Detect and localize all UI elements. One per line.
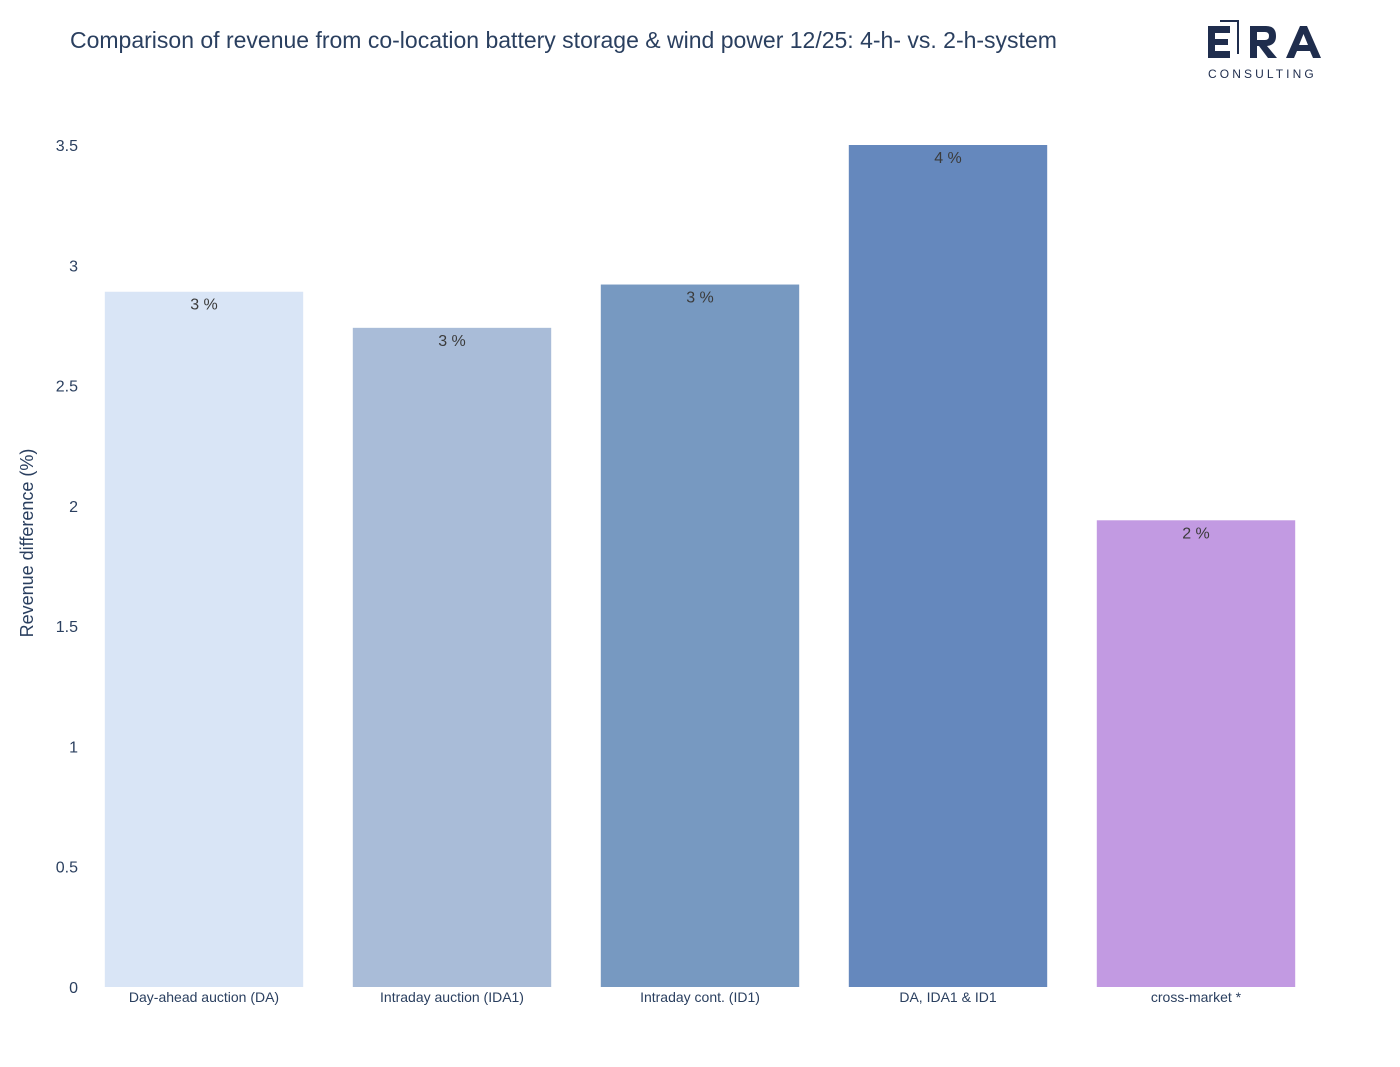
bar [848, 145, 1048, 987]
x-tick-label: Intraday cont. (ID1) [640, 989, 760, 1005]
bar-data-label: 3 % [686, 290, 714, 307]
bar [600, 284, 800, 987]
x-axis-ticks: Day-ahead auction (DA) Intraday auction (… [129, 989, 1242, 1005]
y-tick-label: 0 [69, 980, 78, 997]
y-tick-label: 0.5 [56, 860, 78, 877]
logo-subtitle: CONSULTING [1208, 67, 1317, 81]
y-tick-label: 2.5 [56, 379, 78, 396]
bar-data-labels: 3 % 3 % 3 % 4 % 2 % [190, 150, 1210, 542]
bar [352, 327, 552, 987]
y-tick-label: 2 [69, 499, 78, 516]
y-tick-label: 1 [69, 739, 78, 756]
chart-title: Comparison of revenue from co-location b… [70, 27, 1057, 53]
bar-data-label: 2 % [1182, 525, 1210, 542]
bar-data-label: 3 % [190, 297, 218, 314]
bar [1096, 520, 1296, 987]
era-consulting-logo: CONSULTING [1206, 18, 1324, 82]
x-tick-label: Day-ahead auction (DA) [129, 989, 279, 1005]
bar-data-label: 3 % [438, 333, 466, 350]
y-axis-title: Revenue difference (%) [17, 449, 37, 638]
y-axis-ticks: 0 0.5 1 1.5 2 2.5 3 3.5 [56, 138, 78, 997]
bar [104, 291, 304, 988]
x-tick-label: Intraday auction (IDA1) [380, 989, 524, 1005]
x-tick-label: cross-market * [1151, 989, 1242, 1005]
x-tick-label: DA, IDA1 & ID1 [899, 989, 996, 1005]
bars [104, 145, 1296, 988]
bar-data-label: 4 % [934, 150, 962, 167]
era-logo-icon [1208, 20, 1321, 58]
y-tick-label: 3.5 [56, 138, 78, 155]
y-tick-label: 3 [69, 258, 78, 275]
y-tick-label: 1.5 [56, 619, 78, 636]
